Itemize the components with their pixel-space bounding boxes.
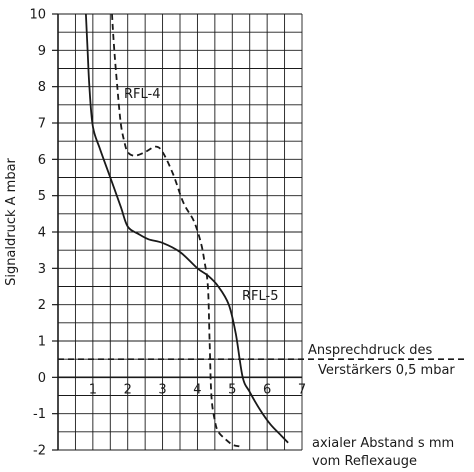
series-label-rfl-4: RFL-4 (124, 87, 161, 102)
y-tick-label: 3 (38, 262, 46, 277)
y-tick-label: 10 (29, 8, 46, 23)
x-tick-label: 5 (228, 382, 236, 397)
y-tick-label: 5 (38, 189, 46, 204)
x-axis-label-line1: axialer Abstand s mm (312, 436, 454, 451)
series-lines (85, 13, 289, 448)
y-tick-label: 0 (38, 371, 46, 386)
x-tick-label: 7 (298, 382, 306, 397)
y-axis-label: Signaldruck A mbar (4, 157, 19, 285)
tick-labels: -2 -1 0 1 2 3 4 5 6 7 8 9 10 1 2 3 4 5 6 7 (29, 8, 306, 459)
series-rfl-5 (85, 13, 289, 444)
threshold-label-line2: Verstärkers 0,5 mbar (318, 363, 455, 378)
x-tick-label: 6 (263, 382, 271, 397)
y-tick-label: 7 (38, 117, 46, 132)
y-tick-label: 8 (38, 80, 46, 95)
x-tick-label: 1 (89, 382, 97, 397)
y-tick-label: 1 (38, 335, 46, 350)
y-tick-label: -1 (33, 407, 46, 422)
y-tick-label: 6 (38, 153, 46, 168)
y-tick-label: 9 (38, 44, 46, 59)
threshold-label-line1: Ansprechdruck des (308, 343, 432, 358)
x-axis-label-line2: vom Reflexauge (312, 454, 417, 469)
y-tick-label: 4 (38, 226, 46, 241)
x-tick-label: 3 (158, 382, 166, 397)
axes (52, 13, 302, 451)
y-tick-label: -2 (33, 444, 46, 459)
series-rfl-4 (111, 13, 240, 448)
series-label-rfl-5: RFL-5 (242, 289, 279, 304)
x-tick-label: 2 (124, 382, 132, 397)
y-tick-label: 2 (38, 298, 46, 313)
x-tick-label: 4 (193, 382, 201, 397)
